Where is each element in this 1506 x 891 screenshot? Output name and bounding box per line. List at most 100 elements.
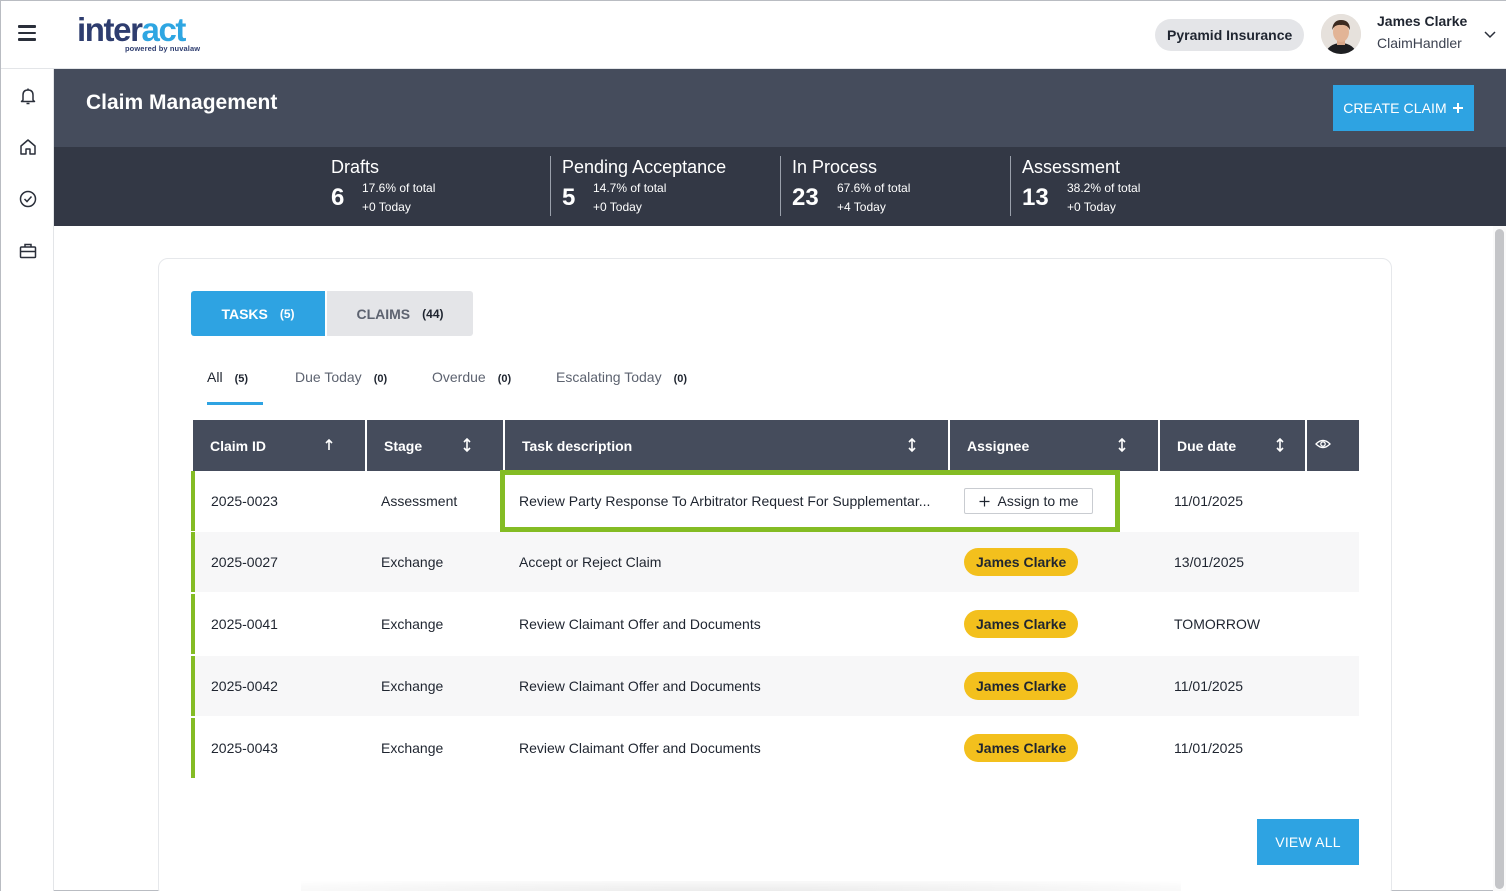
filter-tab-count: (0) — [673, 373, 688, 385]
row-status-marker — [191, 594, 195, 654]
bell-icon[interactable] — [17, 85, 39, 107]
stat-divider — [550, 156, 551, 216]
column-header-due-date[interactable]: Due date — [1160, 420, 1307, 471]
tab-count: (44) — [422, 306, 444, 321]
app-logo[interactable]: interact powered by nuvalaw — [77, 11, 200, 54]
task-description-cell[interactable]: Review Claimant Offer and Documents — [519, 616, 761, 632]
claim-id-cell[interactable]: 2025-0027 — [211, 554, 278, 570]
task-description-cell[interactable]: Accept or Reject Claim — [519, 554, 662, 570]
eye-icon[interactable] — [1315, 438, 1331, 450]
table-row[interactable]: 2025-0042 Exchange Review Claimant Offer… — [191, 656, 1359, 716]
page-title: Claim Management — [86, 91, 278, 114]
sort-icon[interactable] — [461, 437, 473, 453]
claim-id-cell[interactable]: 2025-0023 — [211, 493, 278, 509]
filter-tab-count: (0) — [497, 373, 512, 385]
table-row[interactable]: 2025-0043 Exchange Review Claimant Offer… — [191, 718, 1359, 778]
due-date-cell: TOMORROW — [1174, 616, 1261, 632]
filter-tab-due-today[interactable]: Due Today (0) — [295, 369, 387, 385]
organization-badge[interactable]: Pyramid Insurance — [1155, 19, 1305, 51]
logo-text: inter — [77, 11, 143, 48]
create-claim-label: CREATE CLAIM — [1343, 100, 1447, 116]
plus-icon — [1452, 103, 1463, 113]
filter-tab-label: Escalating Today — [556, 369, 662, 385]
task-description-cell[interactable]: Review Claimant Offer and Documents — [519, 678, 761, 694]
table-row[interactable]: 2025-0023 Assessment Review Party Respon… — [191, 471, 1359, 531]
table-row[interactable]: 2025-0027 Exchange Accept or Reject Clai… — [191, 532, 1359, 592]
row-status-marker — [191, 532, 195, 592]
task-description-cell[interactable]: Review Claimant Offer and Documents — [519, 740, 761, 756]
check-circle-icon[interactable] — [17, 188, 39, 210]
sidebar — [1, 69, 54, 891]
view-all-label: VIEW ALL — [1275, 834, 1341, 850]
menu-icon[interactable] — [18, 25, 36, 41]
avatar[interactable] — [1321, 14, 1361, 54]
create-claim-button[interactable]: CREATE CLAIM — [1333, 85, 1474, 131]
column-label: Task description — [522, 438, 633, 454]
stat-count: 13 — [1022, 184, 1049, 211]
filter-tab-label: Due Today — [295, 369, 362, 385]
user-role: ClaimHandler — [1377, 35, 1462, 51]
main-tabs: TASKS (5) CLAIMS (44) — [191, 291, 473, 336]
home-icon[interactable] — [17, 136, 39, 158]
stage-cell: Exchange — [381, 554, 444, 570]
scrollbar-thumb[interactable] — [1495, 229, 1504, 889]
view-all-button[interactable]: VIEW ALL — [1257, 819, 1359, 865]
chevron-down-icon[interactable] — [1483, 27, 1497, 41]
due-date-cell: 13/01/2025 — [1174, 554, 1245, 570]
sort-ascending-icon[interactable] — [323, 437, 335, 453]
stat-label: In Process — [792, 157, 878, 177]
column-header-claim-id[interactable]: Claim ID — [193, 420, 367, 471]
column-label: Assignee — [967, 438, 1030, 454]
sort-icon[interactable] — [1274, 437, 1286, 453]
column-header-assignee[interactable]: Assignee — [950, 420, 1160, 471]
stat-percent: 17.6% of total — [362, 181, 436, 195]
plus-icon — [979, 496, 990, 506]
filter-tab-all[interactable]: All (5) — [207, 369, 248, 385]
claim-id-cell[interactable]: 2025-0042 — [211, 678, 278, 694]
stat-today: +0 Today — [362, 200, 411, 214]
stat-divider — [1010, 156, 1011, 216]
stats-bar: Drafts 6 17.6% of total +0 Today Pending… — [54, 147, 1506, 226]
filter-tab-label: Overdue — [432, 369, 486, 385]
stage-cell: Exchange — [381, 740, 444, 756]
filter-tab-count: (5) — [234, 373, 249, 385]
stat-divider — [780, 156, 781, 216]
filter-tab-escalating-today[interactable]: Escalating Today (0) — [556, 369, 687, 385]
assignee-badge[interactable]: James Clarke — [964, 548, 1079, 576]
assignee-badge[interactable]: James Clarke — [964, 734, 1079, 762]
stat-label: Pending Acceptance — [562, 157, 727, 177]
stat-today: +0 Today — [1067, 200, 1116, 214]
tab-tasks[interactable]: TASKS (5) — [191, 291, 325, 336]
assign-to-me-button[interactable]: Assign to me — [964, 488, 1093, 514]
claim-id-cell[interactable]: 2025-0041 — [211, 616, 278, 632]
assignee-badge[interactable]: James Clarke — [964, 610, 1079, 638]
assignee-badge[interactable]: James Clarke — [964, 672, 1079, 700]
tab-label: CLAIMS — [356, 305, 411, 322]
due-date-cell: 11/01/2025 — [1174, 493, 1244, 509]
column-header-stage[interactable]: Stage — [367, 420, 505, 471]
claim-id-cell[interactable]: 2025-0043 — [211, 740, 278, 756]
assign-label: Assign to me — [997, 493, 1079, 509]
filter-tab-count: (0) — [373, 373, 388, 385]
due-date-cell: 11/01/2025 — [1174, 678, 1244, 694]
due-date-cell: 11/01/2025 — [1174, 740, 1244, 756]
sort-icon[interactable] — [1116, 437, 1128, 453]
bottom-shadow — [301, 881, 1181, 891]
stat-count: 6 — [331, 184, 345, 211]
table-row[interactable]: 2025-0041 Exchange Review Claimant Offer… — [191, 594, 1359, 654]
briefcase-icon[interactable] — [17, 240, 39, 262]
column-label: Stage — [384, 438, 423, 454]
stat-count: 5 — [562, 184, 576, 211]
column-visibility[interactable] — [1307, 420, 1359, 471]
column-header-task-description[interactable]: Task description — [505, 420, 950, 471]
stat-today: +4 Today — [837, 200, 886, 214]
stage-cell: Exchange — [381, 678, 444, 694]
top-bar: interact powered by nuvalaw Pyramid Insu… — [1, 1, 1506, 69]
task-description-cell[interactable]: Review Party Response To Arbitrator Requ… — [519, 493, 931, 509]
page-header: Claim Management CREATE CLAIM — [54, 69, 1506, 147]
sort-icon[interactable] — [906, 437, 918, 453]
tab-claims[interactable]: CLAIMS (44) — [327, 291, 473, 336]
row-status-marker — [191, 718, 195, 778]
tab-label: TASKS — [221, 305, 268, 322]
filter-tab-overdue[interactable]: Overdue (0) — [432, 369, 511, 385]
